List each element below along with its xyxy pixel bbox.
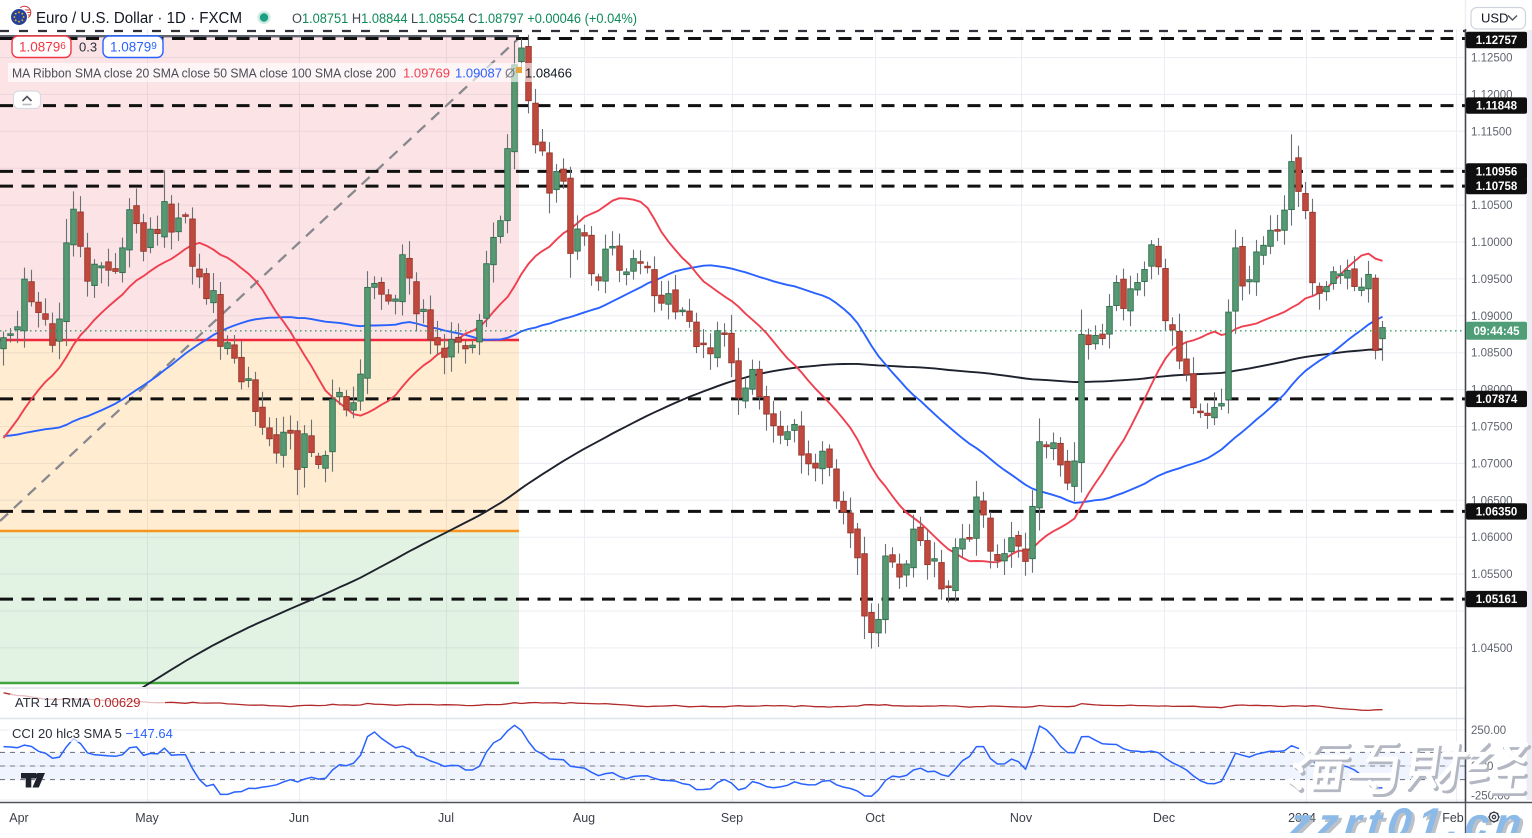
svg-text:1.08466: 1.08466 bbox=[525, 66, 572, 81]
svg-text:1.08796: 1.08796 bbox=[19, 40, 66, 55]
svg-text:USD: USD bbox=[1481, 11, 1508, 26]
svg-text:1.10956: 1.10956 bbox=[1476, 166, 1518, 178]
svg-text:Oct: Oct bbox=[865, 811, 885, 825]
svg-text:1.10758: 1.10758 bbox=[1476, 181, 1518, 193]
svg-text:CCI 20 hlc3 SMA 5 −147.64: CCI 20 hlc3 SMA 5 −147.64 bbox=[12, 726, 173, 741]
svg-text:Jul: Jul bbox=[438, 811, 454, 825]
svg-text:Sep: Sep bbox=[721, 811, 743, 825]
svg-text:09:44:45: 09:44:45 bbox=[1473, 326, 1520, 338]
svg-text:1.05500: 1.05500 bbox=[1471, 569, 1513, 581]
svg-text:May: May bbox=[135, 811, 159, 825]
svg-text:Dec: Dec bbox=[1153, 811, 1175, 825]
svg-text:1.09000: 1.09000 bbox=[1471, 311, 1513, 323]
svg-text:1.11500: 1.11500 bbox=[1471, 126, 1512, 138]
svg-text:1.05161: 1.05161 bbox=[1476, 594, 1518, 606]
svg-text:zzrt01.cn: zzrt01.cn bbox=[1286, 800, 1530, 833]
svg-text:1.06000: 1.06000 bbox=[1471, 532, 1513, 544]
svg-text:1.07874: 1.07874 bbox=[1476, 394, 1518, 406]
svg-text:1.10000: 1.10000 bbox=[1471, 237, 1513, 249]
svg-text:Aug: Aug bbox=[573, 811, 595, 825]
svg-text:1.09769: 1.09769 bbox=[403, 66, 450, 81]
svg-text:1.08799: 1.08799 bbox=[110, 40, 157, 55]
svg-text:Nov: Nov bbox=[1010, 811, 1033, 825]
svg-text:1.12500: 1.12500 bbox=[1471, 53, 1513, 65]
svg-text:1.04500: 1.04500 bbox=[1471, 643, 1513, 655]
svg-text:1.07500: 1.07500 bbox=[1471, 422, 1513, 434]
svg-text:Apr: Apr bbox=[9, 811, 28, 825]
svg-text:250.00: 250.00 bbox=[1471, 725, 1506, 737]
svg-text:Ø: Ø bbox=[505, 66, 515, 81]
svg-text:1.09087: 1.09087 bbox=[455, 66, 502, 81]
svg-text:1.09500: 1.09500 bbox=[1471, 274, 1513, 286]
svg-text:1.12757: 1.12757 bbox=[1476, 35, 1518, 47]
svg-text:1.08500: 1.08500 bbox=[1471, 348, 1513, 360]
svg-text:1.10500: 1.10500 bbox=[1471, 200, 1513, 212]
svg-text:0.3: 0.3 bbox=[79, 40, 97, 55]
svg-text:Euro / U.S. Dollar · 1D · FXCM: Euro / U.S. Dollar · 1D · FXCM bbox=[36, 10, 242, 27]
svg-text:1.07000: 1.07000 bbox=[1471, 458, 1513, 470]
svg-text:ATR 14 RMA 0.00629: ATR 14 RMA 0.00629 bbox=[15, 695, 141, 710]
svg-text:1.06350: 1.06350 bbox=[1476, 506, 1518, 518]
svg-text:O1.08751 H1.08844 L1.08554 C1.: O1.08751 H1.08844 L1.08554 C1.08797 +0.0… bbox=[292, 11, 637, 26]
svg-text:MA Ribbon SMA close 20 SMA clo: MA Ribbon SMA close 20 SMA close 50 SMA … bbox=[12, 66, 396, 81]
svg-text:Jun: Jun bbox=[289, 811, 309, 825]
svg-text:1.11848: 1.11848 bbox=[1476, 101, 1518, 113]
